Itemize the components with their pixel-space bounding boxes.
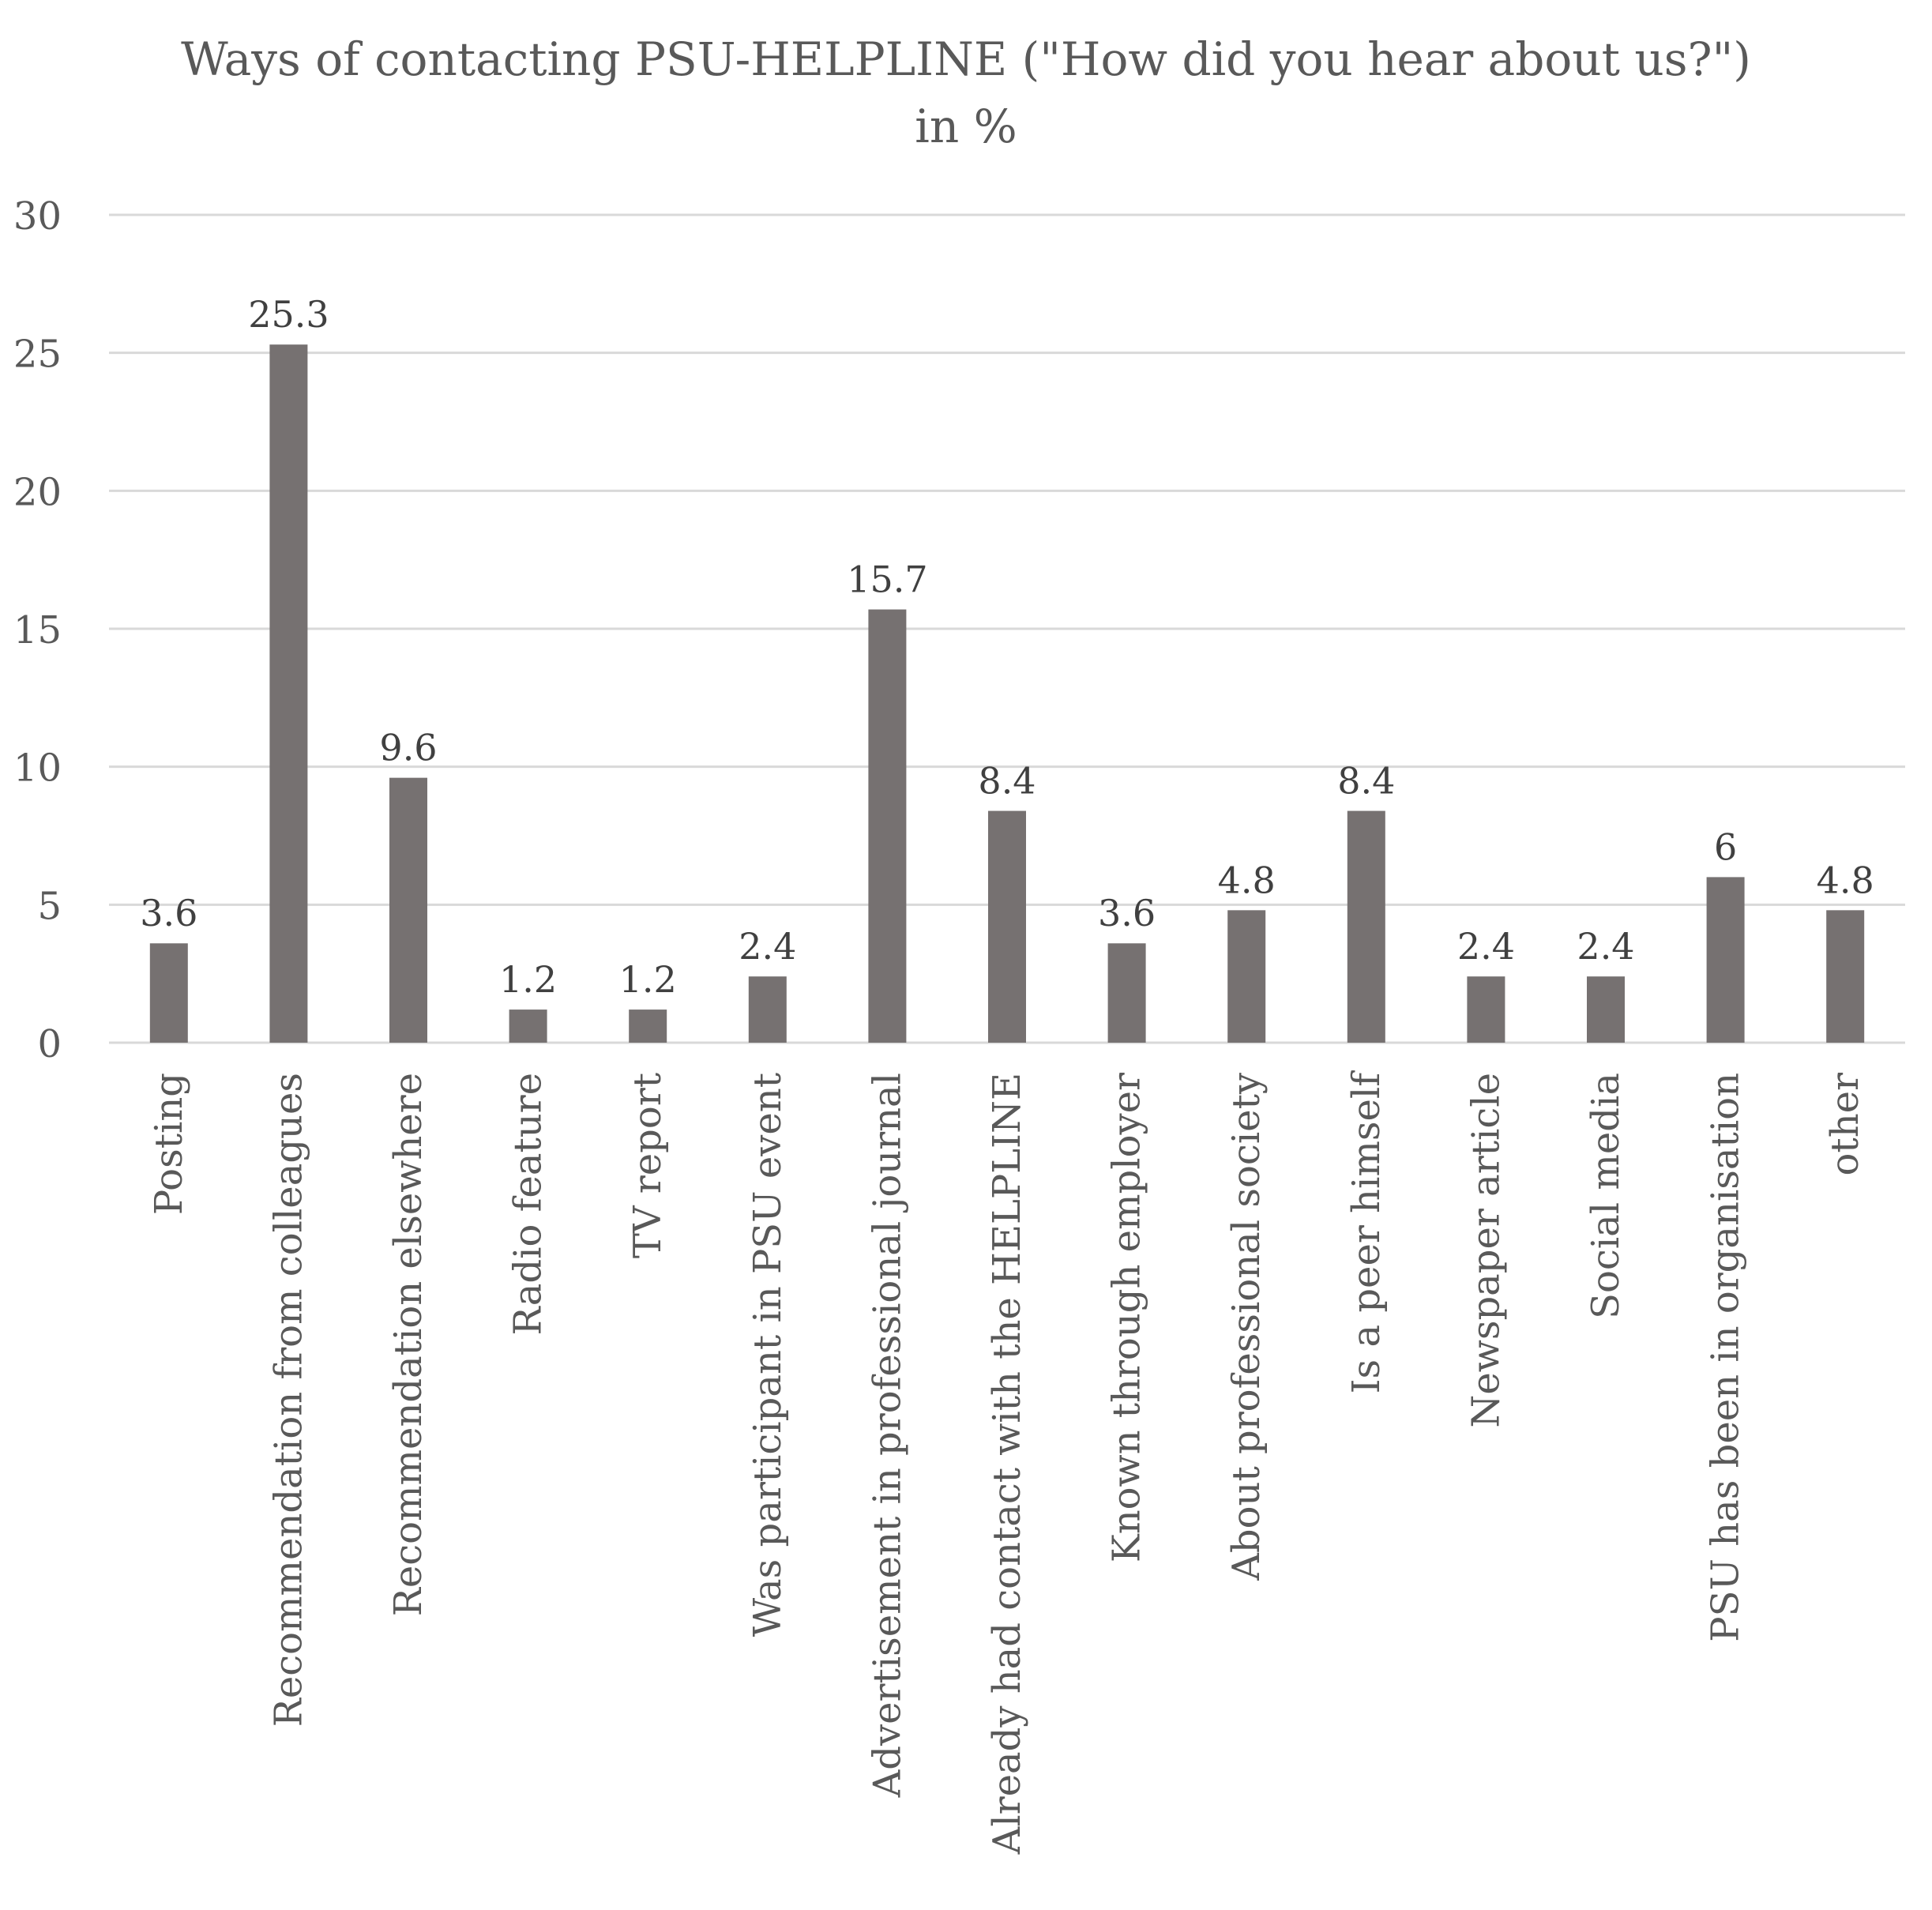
bar: [1587, 976, 1625, 1043]
bar: [389, 777, 427, 1043]
data-label: 2.4: [1457, 925, 1515, 968]
data-label: 3.6: [140, 892, 197, 934]
y-tick-label: 30: [13, 194, 62, 239]
category-label: Radio feature: [506, 1073, 551, 1335]
data-label: 8.4: [978, 760, 1036, 803]
data-label: 2.4: [739, 925, 796, 968]
y-tick-label: 10: [13, 746, 62, 791]
category-label: Was participant in PSU event: [746, 1073, 790, 1637]
y-tick-label: 0: [37, 1022, 62, 1066]
category-label: other: [1823, 1073, 1867, 1176]
category-label: Recommendation from colleagues: [266, 1073, 310, 1727]
data-label: 25.3: [248, 293, 329, 336]
data-label: 1.2: [619, 958, 677, 1001]
bar: [1706, 877, 1745, 1043]
bar: [1107, 943, 1146, 1043]
data-label: 1.2: [499, 958, 557, 1001]
bar: [509, 1010, 547, 1043]
data-label: 4.8: [1817, 859, 1874, 901]
category-label: Newspaper article: [1464, 1073, 1508, 1428]
bar: [1347, 810, 1385, 1043]
category-label: TV report: [626, 1073, 670, 1258]
data-label: 9.6: [379, 727, 437, 769]
category-label: Recommendation elsewhere: [386, 1073, 430, 1616]
data-label: 4.8: [1218, 859, 1276, 901]
y-tick-label: 15: [13, 608, 62, 652]
category-label: Posting: [147, 1073, 191, 1215]
bar: [868, 609, 907, 1043]
category-label: Is a peer himself: [1344, 1070, 1389, 1394]
category-label: Already had contact with the HELPLINE: [985, 1073, 1029, 1855]
bar: [988, 810, 1026, 1043]
y-tick-label: 5: [37, 884, 62, 928]
data-label: 15.7: [847, 558, 927, 601]
category-label: Social media: [1584, 1073, 1628, 1319]
y-axis-ticks: 0 5 10 15 20 25 30: [13, 194, 62, 1066]
bar: [1227, 910, 1266, 1043]
y-tick-label: 25: [13, 333, 62, 377]
bar: [1826, 910, 1865, 1043]
bars: [149, 344, 1865, 1043]
bar: [149, 943, 188, 1043]
data-label: 8.4: [1337, 760, 1395, 803]
category-label: About professional society: [1224, 1073, 1269, 1581]
category-label: Known through employer: [1105, 1073, 1149, 1562]
data-label: 6: [1714, 825, 1737, 868]
data-label: 3.6: [1098, 892, 1156, 934]
bar: [748, 976, 787, 1043]
chart-subtitle: in %: [915, 100, 1017, 153]
y-tick-label: 20: [13, 470, 62, 514]
category-label: Advertisement in professional journal: [865, 1073, 909, 1798]
bar: [269, 344, 308, 1043]
x-axis-ticks: Posting Recommendation from colleagues Rec…: [147, 1070, 1867, 1855]
bar: [1467, 976, 1505, 1043]
data-labels: 3.6 25.3 9.6 1.2 1.2 2.4 15.7 8.4 3.6 4.8 8.4 2.4 2.…: [140, 293, 1874, 1001]
category-label: PSU has been in organisation: [1704, 1073, 1748, 1642]
bar: [629, 1010, 667, 1043]
chart-title: Ways of contacting PSU-HELPLINE ("How di…: [181, 32, 1751, 86]
data-label: 2.4: [1577, 925, 1634, 968]
